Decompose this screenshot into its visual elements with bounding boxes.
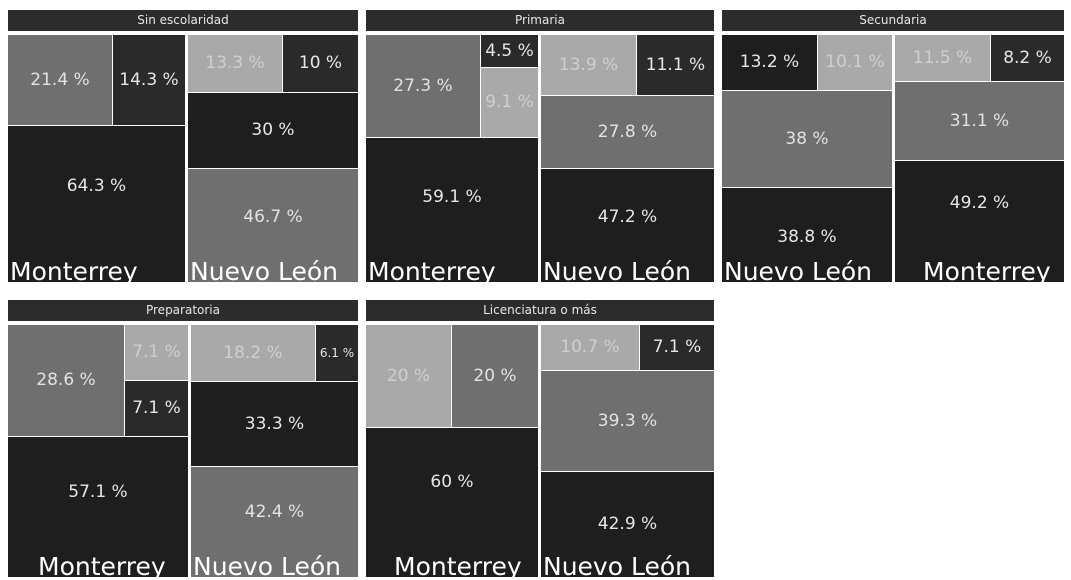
treemap-cell: 20 %: [366, 325, 451, 427]
treemap-cell: 6.1 %: [316, 325, 358, 381]
treemap-cell: 7.1 %: [125, 381, 188, 436]
treemap-cell: 27.3 %: [366, 35, 480, 137]
treemap-cell: 39.3 %: [541, 371, 714, 471]
series-label: Nuevo León: [193, 552, 341, 577]
treemap-cell: 64.3 %: [8, 126, 185, 282]
treemap-cell: 4.5 %: [481, 35, 538, 67]
treemap-cell: 7.1 %: [125, 325, 188, 380]
treemap-series: 13.9 % 11.1 % 27.8 % 47.2 % Nuevo León: [541, 35, 714, 282]
treemap-series: 10.7 % 7.1 % 39.3 % 42.9 % Nuevo León: [541, 325, 714, 577]
treemap-cell: 30 %: [188, 93, 358, 168]
treemap-cell: 60 %: [366, 428, 538, 577]
treemap-cell: 11.1 %: [637, 35, 714, 95]
panel-preparatoria: Preparatoria 28.6 % 7.1 % 7.1 % 57.1 % M…: [8, 300, 358, 577]
panel-licenciatura: Licenciatura o más 20 % 20 % 60 % Monter…: [366, 300, 714, 577]
treemap-cell: 42.9 %: [541, 472, 714, 577]
treemap-cell: 13.2 %: [722, 35, 817, 90]
treemap-cell: 13.3 %: [188, 35, 282, 92]
panel-title: Preparatoria: [8, 300, 358, 321]
treemap-cell: 13.9 %: [541, 35, 636, 95]
treemap-series: 27.3 % 4.5 % 9.1 % 59.1 % Monterrey: [366, 35, 538, 282]
treemap-series: 13.2 % 10.1 % 38 % 38.8 % Nuevo León: [722, 35, 892, 282]
treemap-series: 20 % 20 % 60 % Monterrey: [366, 325, 538, 577]
series-label: Nuevo León: [543, 257, 691, 282]
treemap-cell: 7.1 %: [640, 325, 714, 370]
treemap-cell: 28.6 %: [8, 325, 124, 436]
series-label: Monterrey: [923, 257, 1051, 282]
treemap-cell: 10.1 %: [818, 35, 892, 90]
panel-primaria: Primaria 27.3 % 4.5 % 9.1 % 59.1 % Monte…: [366, 10, 714, 282]
panel-title: Secundaria: [722, 10, 1064, 31]
treemap-cell: 10.7 %: [541, 325, 639, 370]
panel-title: Primaria: [366, 10, 714, 31]
treemap-series: 28.6 % 7.1 % 7.1 % 57.1 % Monterrey: [8, 325, 188, 577]
series-label: Monterrey: [394, 552, 522, 577]
treemap-cell: 10 %: [283, 35, 358, 92]
series-label: Nuevo León: [724, 257, 872, 282]
treemap-cell: 8.2 %: [991, 35, 1064, 81]
treemap-cell: 46.7 %: [188, 169, 358, 282]
series-label: Monterrey: [38, 552, 166, 577]
treemap-cell: 47.2 %: [541, 169, 714, 282]
treemap-cell: 21.4 %: [8, 35, 112, 125]
treemap-cell: 27.8 %: [541, 96, 714, 168]
treemap-cell: 42.4 %: [191, 467, 358, 577]
treemap-cell: 57.1 %: [8, 437, 188, 577]
series-label: Monterrey: [368, 257, 496, 282]
series-label: Nuevo León: [190, 257, 338, 282]
treemap-cell: 49.2 %: [895, 161, 1064, 282]
panel-sin-escolaridad: Sin escolaridad 21.4 % 14.3 % 64.3 % Mon…: [8, 10, 358, 282]
treemap-series: 13.3 % 10 % 30 % 46.7 % Nuevo León: [188, 35, 358, 282]
treemap-cell: 11.5 %: [895, 35, 990, 81]
treemap-cell: 33.3 %: [191, 382, 358, 466]
treemap-cell: 59.1 %: [366, 138, 538, 282]
treemap-cell: 18.2 %: [191, 325, 315, 381]
treemap-cell: 14.3 %: [113, 35, 185, 125]
treemap-series: 11.5 % 8.2 % 31.1 % 49.2 % Monterrey: [895, 35, 1064, 282]
panel-title: Sin escolaridad: [8, 10, 358, 31]
panel-title: Licenciatura o más: [366, 300, 714, 321]
series-label: Monterrey: [10, 257, 138, 282]
treemap-cell: 9.1 %: [481, 68, 538, 137]
treemap-cell: 38.8 %: [722, 188, 892, 282]
treemap-series: 18.2 % 6.1 % 33.3 % 42.4 % Nuevo León: [191, 325, 358, 577]
treemap-cell: 20 %: [452, 325, 538, 427]
treemap-series: 21.4 % 14.3 % 64.3 % Monterrey: [8, 35, 185, 282]
panel-secundaria: Secundaria 13.2 % 10.1 % 38 % 38.8 % Nue…: [722, 10, 1064, 282]
treemap-cell: 38 %: [722, 91, 892, 187]
series-label: Nuevo León: [543, 552, 691, 577]
treemap-cell: 31.1 %: [895, 82, 1064, 160]
